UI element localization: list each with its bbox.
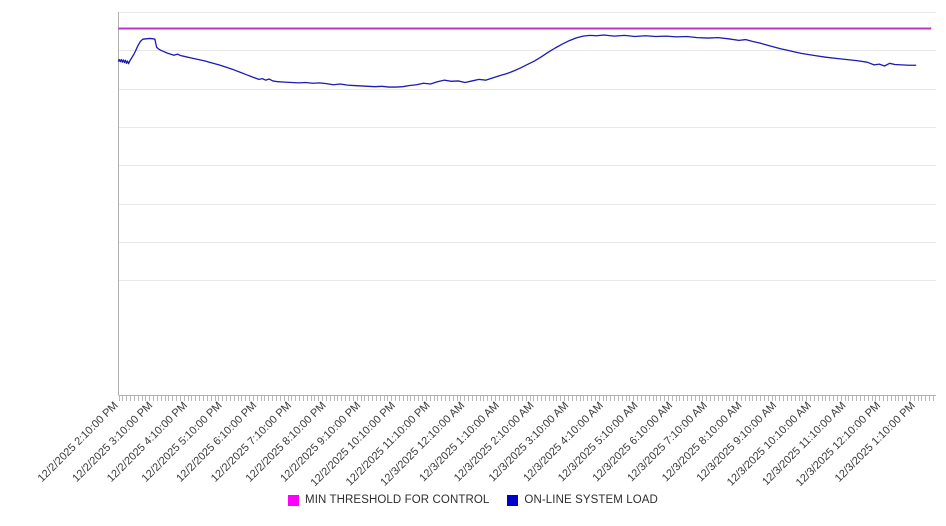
series-on-line-system-load — [117, 34, 917, 88]
legend-item-on-line-system-load[interactable]: ON-LINE SYSTEM LOAD — [507, 494, 658, 506]
legend-label: MIN THRESHOLD FOR CONTROL — [305, 494, 490, 506]
legend-label: ON-LINE SYSTEM LOAD — [524, 494, 658, 506]
x-tick-marks — [119, 396, 934, 401]
chart-legend: MIN THRESHOLD FOR CONTROL ON-LINE SYSTEM… — [0, 494, 946, 506]
legend-item-min-threshold-for-control[interactable]: MIN THRESHOLD FOR CONTROL — [288, 494, 489, 506]
legend-swatch-icon — [288, 494, 300, 506]
legend-swatch-icon — [507, 494, 519, 506]
y-gridlines — [118, 12, 936, 281]
